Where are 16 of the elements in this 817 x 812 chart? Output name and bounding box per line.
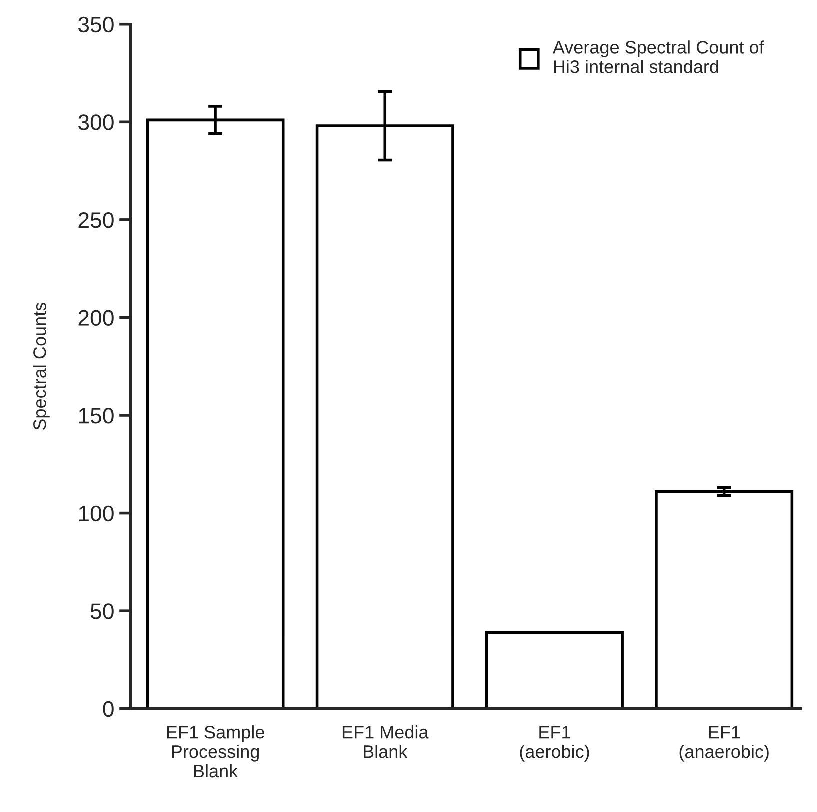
y-tick-label: 100 — [79, 506, 114, 522]
bar — [655, 490, 794, 709]
y-tick-label: 350 — [78, 16, 114, 33]
x-tick-label: EF1 Sample Processing Blank — [167, 726, 264, 778]
bar — [486, 631, 624, 709]
y-axis-title: Spectral Counts — [33, 303, 50, 430]
x-tick-label: EF1 (anaerobic) — [680, 726, 769, 762]
x-tick-label: EF1 Media Blank — [342, 726, 429, 758]
y-tick-label: 300 — [78, 114, 114, 130]
x-tick-label: EF1 (aerobic) — [520, 726, 590, 762]
y-tick-label: 150 — [79, 408, 114, 424]
legend-label: Average Spectral Count of Hi3 internal standard — [552, 40, 764, 74]
y-tick-label: 0 — [103, 701, 114, 718]
y-tick-label: 250 — [78, 212, 114, 228]
y-tick-label: 50 — [90, 604, 114, 620]
y-tick-label: 200 — [78, 310, 114, 326]
